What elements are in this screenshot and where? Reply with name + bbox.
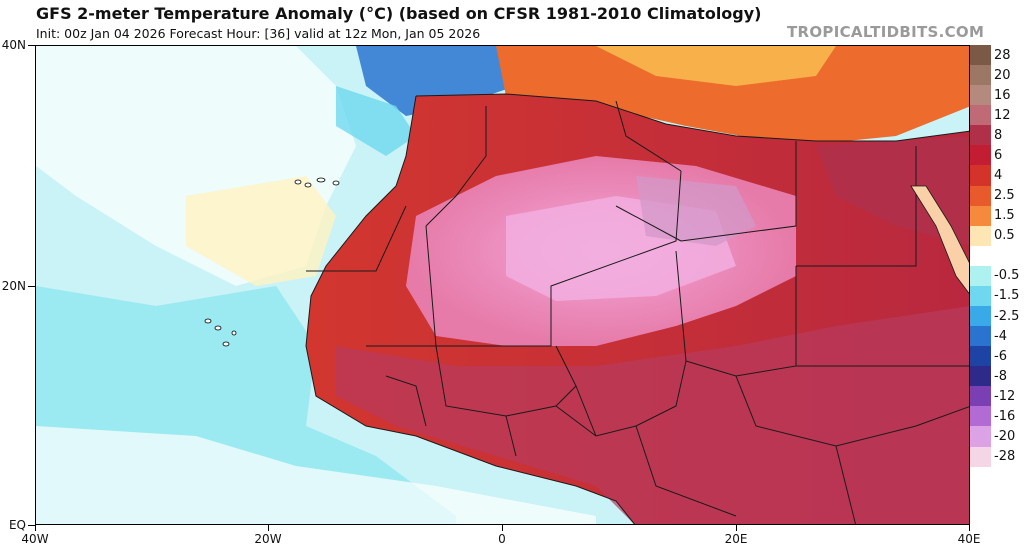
legend-label: 4 [994, 168, 1003, 183]
legend-row: 2.5 [970, 185, 1024, 206]
legend-row: -4 [970, 326, 1024, 347]
libya-mauve-core [636, 176, 756, 246]
cape-verde-islands [204, 318, 237, 347]
legend-label: 8 [994, 127, 1003, 143]
legend-swatch [970, 165, 991, 186]
legend-swatch [970, 205, 991, 226]
canary-islands [294, 177, 340, 188]
legend-row: -16 [970, 406, 1024, 427]
legend-swatch [970, 245, 991, 266]
legend-row: 6 [970, 145, 1024, 166]
legend-label: -20 [994, 429, 1016, 445]
legend-swatch [970, 65, 991, 86]
ocean-white-patch [36, 426, 596, 524]
legend-row: 12 [970, 105, 1024, 126]
lat-label-eq: EQ [8, 518, 26, 532]
lon-label-20e: 20E [724, 532, 748, 546]
legend-row: 1.5 [970, 205, 1024, 226]
legend-label: 0.5 [994, 228, 1015, 244]
legend-swatch [970, 446, 991, 467]
iberia-cyan-patch [336, 86, 416, 156]
legend-row: 20 [970, 65, 1024, 86]
legend-label: -12 [994, 388, 1016, 404]
lon-label-40e: 40E [957, 532, 981, 546]
legend-row: -8 [970, 366, 1024, 387]
legend-label: 16 [994, 87, 1011, 103]
lon-tick [268, 525, 269, 531]
legend-label: 28 [994, 47, 1011, 63]
legend-label: 20 [994, 67, 1011, 83]
legend-row: -28 [970, 446, 1024, 467]
brand-watermark: TROPICALTIDBITS.COM [787, 23, 985, 41]
ocean-yellow-patch [186, 176, 336, 286]
legend-label: -28 [994, 449, 1016, 465]
lat-tick [28, 286, 35, 287]
lon-label-20w: 20W [254, 532, 282, 546]
legend-row: -0.5 [970, 265, 1024, 286]
lon-tick [35, 525, 36, 531]
lon-tick [736, 525, 737, 531]
legend-swatch [970, 185, 991, 206]
legend-label: -6 [994, 348, 1007, 364]
legend-label: -4 [994, 328, 1007, 344]
legend-label: -1.5 [994, 288, 1020, 304]
legend-swatch [970, 406, 991, 427]
legend-label: -8 [994, 368, 1007, 384]
legend-swatch [970, 145, 991, 166]
legend-row [970, 245, 1024, 266]
legend-swatch [970, 45, 991, 66]
lon-label-40w: 40W [21, 532, 49, 546]
legend-swatch [970, 105, 991, 126]
legend-swatch [970, 125, 991, 146]
lat-label-40n: 40N [1, 38, 26, 52]
mediterranean-warm [496, 46, 969, 146]
legend-row: 8 [970, 125, 1024, 146]
legend-swatch [970, 346, 991, 367]
sahel-dark-band [336, 306, 969, 524]
legend-swatch [970, 306, 991, 327]
legend-swatch [970, 366, 991, 387]
legend-row: -20 [970, 426, 1024, 447]
legend-row: -12 [970, 386, 1024, 407]
legend-row: -2.5 [970, 306, 1024, 327]
legend-label: -0.5 [994, 268, 1020, 284]
lat-label-20n: 20N [1, 279, 26, 293]
lon-label-0: 0 [498, 532, 506, 546]
legend-label: 12 [994, 107, 1011, 123]
lat-tick [28, 525, 35, 526]
legend-swatch [970, 426, 991, 447]
legend-swatch [970, 225, 991, 246]
legend-row: 4 [970, 165, 1024, 186]
legend-row: 16 [970, 85, 1024, 106]
legend-swatch [970, 285, 991, 307]
legend-row: -1.5 [970, 285, 1024, 307]
legend-swatch [970, 265, 991, 286]
red-sea [910, 185, 969, 295]
legend-row: -6 [970, 346, 1024, 367]
lon-tick [502, 525, 503, 531]
lat-tick [28, 45, 35, 46]
legend-row: 28 [970, 45, 1024, 66]
chart-subtitle: Init: 00z Jan 04 2026 Forecast Hour: [36… [36, 26, 481, 41]
legend-label: -16 [994, 408, 1016, 424]
legend-swatch [970, 386, 991, 407]
color-legend: 28 20 16 12 8 6 4 2.5 1.5 0.5 -0.5 -1.5 -2.5 -4 -6 -8 -1… [970, 45, 1024, 527]
temperature-anomaly-map [35, 45, 970, 525]
lon-tick [969, 525, 970, 531]
legend-label: -2.5 [994, 308, 1020, 324]
legend-swatch [970, 85, 991, 106]
legend-swatch [970, 326, 991, 347]
legend-label: 1.5 [994, 208, 1015, 224]
chart-title: GFS 2-meter Temperature Anomaly (°C) (ba… [36, 4, 762, 23]
europe-yellow [596, 46, 836, 86]
country-borders [305, 93, 969, 524]
legend-label: 2.5 [994, 188, 1015, 204]
legend-row: 0.5 [970, 225, 1024, 246]
legend-label: 6 [994, 147, 1003, 163]
